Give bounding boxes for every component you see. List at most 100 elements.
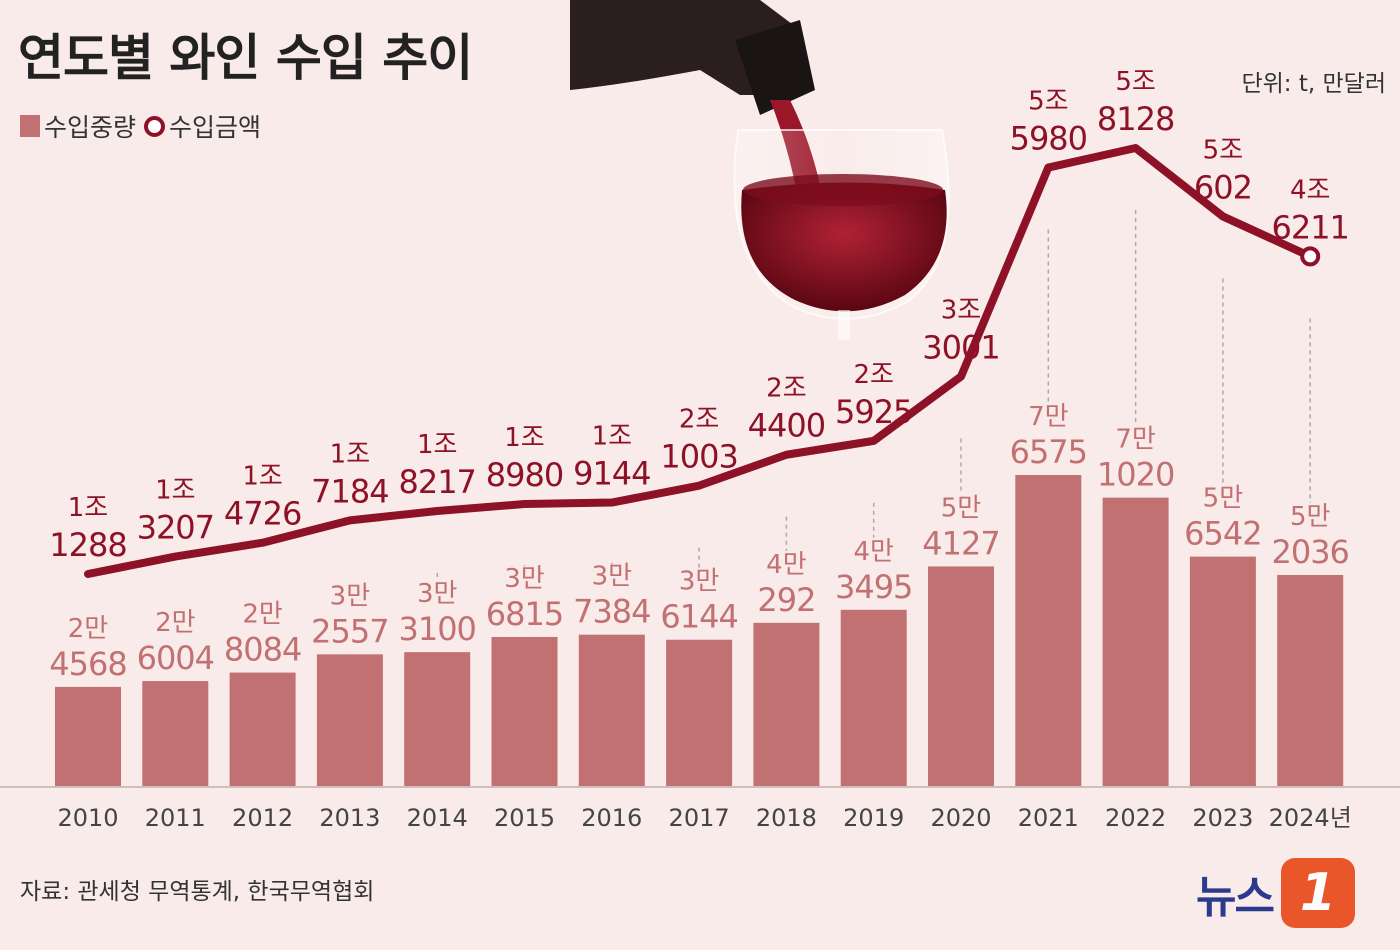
legend-amount-label: 수입금액 [169, 113, 262, 142]
bar-label-unit-1: 2만 [155, 608, 195, 638]
x-tick-5: 2015 [494, 804, 555, 832]
line-label-value-7: 1003 [660, 438, 737, 476]
line-label-value-0: 1288 [49, 526, 126, 564]
x-tick-13: 2023 [1192, 804, 1253, 832]
x-tick-9: 2019 [843, 804, 904, 832]
bar-1 [142, 681, 209, 787]
line-label-value-11: 5980 [1010, 120, 1087, 158]
wine-in-glass [741, 182, 947, 312]
x-tick-7: 2017 [669, 804, 730, 832]
bar-label-unit-11: 7만 [1028, 402, 1068, 432]
bar-0 [55, 686, 121, 787]
bar-label-value-14: 2036 [1271, 533, 1348, 571]
bar-series [55, 475, 1344, 787]
bar-label-value-4: 3100 [398, 610, 475, 648]
logo-badge: 1 [1280, 858, 1355, 928]
logo-text: 뉴스 [1196, 872, 1275, 923]
legend-amount-marker [144, 115, 166, 137]
bar-label-unit-10: 5만 [941, 493, 981, 523]
bar-label-unit-14: 5만 [1290, 502, 1330, 532]
line-label-value-10: 3001 [922, 329, 999, 367]
amount-end-marker [1300, 246, 1321, 267]
line-label-unit-14: 4조 [1290, 175, 1330, 205]
line-label-unit-3: 1조 [330, 439, 370, 469]
bar-label-unit-0: 2만 [68, 614, 108, 644]
bar-label-value-10: 4127 [922, 524, 999, 562]
x-tick-14: 2024년 [1269, 804, 1352, 832]
line-label-value-4: 8217 [398, 463, 475, 501]
x-tick-3: 2013 [319, 804, 380, 832]
x-tick-12: 2022 [1105, 804, 1166, 832]
wine-pour-illustration [570, 0, 950, 340]
wine-surface [743, 174, 943, 206]
bar-label-value-3: 2557 [311, 612, 388, 650]
x-tick-6: 2016 [581, 804, 642, 832]
line-label-value-14: 6211 [1271, 208, 1348, 246]
x-tick-4: 2014 [407, 804, 468, 832]
x-tick-1: 2011 [145, 804, 206, 832]
bar-label-unit-12: 7만 [1115, 425, 1155, 455]
line-label-value-8: 4400 [748, 407, 825, 445]
line-label-unit-7: 2조 [679, 405, 719, 435]
line-label-unit-2: 1조 [242, 462, 282, 492]
line-label-value-6: 9144 [573, 455, 650, 493]
bar-label-unit-7: 3만 [679, 567, 719, 597]
line-label-value-5: 8980 [486, 456, 563, 494]
bar-label-value-8: 292 [757, 581, 815, 619]
x-tick-11: 2021 [1018, 804, 1079, 832]
x-tick-10: 2020 [930, 804, 991, 832]
line-label-value-9: 5925 [835, 393, 912, 431]
bar-label-unit-8: 4만 [766, 550, 806, 580]
line-series [84, 144, 1321, 578]
bar-11 [1015, 475, 1082, 787]
bar-label-value-2: 8084 [224, 631, 301, 669]
bar-label-unit-4: 3만 [417, 579, 457, 609]
data-labels: 2만45681조12882만60041조32072만80841조47263만25… [49, 67, 1350, 683]
bar-label-value-7: 6144 [660, 598, 737, 636]
line-label-unit-4: 1조 [417, 430, 457, 460]
bar-label-value-6: 7384 [573, 593, 650, 631]
bar-label-value-9: 3495 [835, 568, 912, 606]
bar-label-unit-3: 3만 [330, 581, 370, 611]
line-label-value-3: 7184 [311, 472, 388, 510]
guide-lines [349, 210, 1311, 583]
bar-10 [928, 566, 994, 787]
bar-5 [491, 636, 558, 787]
x-tick-0: 2010 [57, 804, 118, 832]
wine-bottle [570, 0, 800, 95]
line-label-unit-5: 1조 [504, 423, 544, 453]
line-label-unit-12: 5조 [1115, 67, 1155, 97]
bar-label-value-12: 1020 [1097, 456, 1174, 494]
bar-3 [316, 654, 383, 787]
line-label-value-1: 3207 [137, 509, 214, 547]
line-label-value-13: 602 [1194, 168, 1252, 206]
bar-label-unit-5: 3만 [504, 564, 544, 594]
news1-logo: 뉴스 1 [1196, 858, 1355, 928]
bar-9 [840, 609, 907, 787]
bar-label-value-5: 6815 [486, 595, 563, 633]
legend-volume-label: 수입중량 [44, 113, 137, 142]
bar-label-value-1: 6004 [137, 639, 214, 677]
bar-label-unit-2: 2만 [242, 600, 282, 630]
bar-7 [666, 639, 733, 787]
bar-label-value-11: 6575 [1010, 433, 1087, 471]
source-note: 자료: 관세청 무역통계, 한국무역협회 [20, 879, 375, 905]
bar-label-unit-9: 4만 [853, 537, 893, 567]
line-label-value-2: 4726 [224, 495, 301, 533]
x-tick-8: 2018 [756, 804, 817, 832]
bar-label-unit-6: 3만 [592, 562, 632, 592]
line-label-unit-0: 1조 [68, 493, 108, 523]
page-title: 연도별 와인 수입 추이 [18, 29, 473, 87]
bar-label-unit-13: 5만 [1203, 484, 1243, 514]
bar-14 [1277, 574, 1344, 787]
x-tick-2: 2012 [232, 804, 293, 832]
x-tick-labels: 2010 2011 2012 2013 2014 2015 2016 2017 2018 2019… [57, 804, 1351, 832]
line-label-unit-8: 2조 [766, 374, 806, 404]
bar-label-value-13: 6542 [1184, 515, 1261, 553]
line-label-unit-1: 1조 [155, 476, 195, 506]
legend: 수입중량 수입금액 [20, 108, 261, 144]
bar-13 [1189, 556, 1256, 787]
line-label-unit-13: 5조 [1203, 135, 1243, 165]
